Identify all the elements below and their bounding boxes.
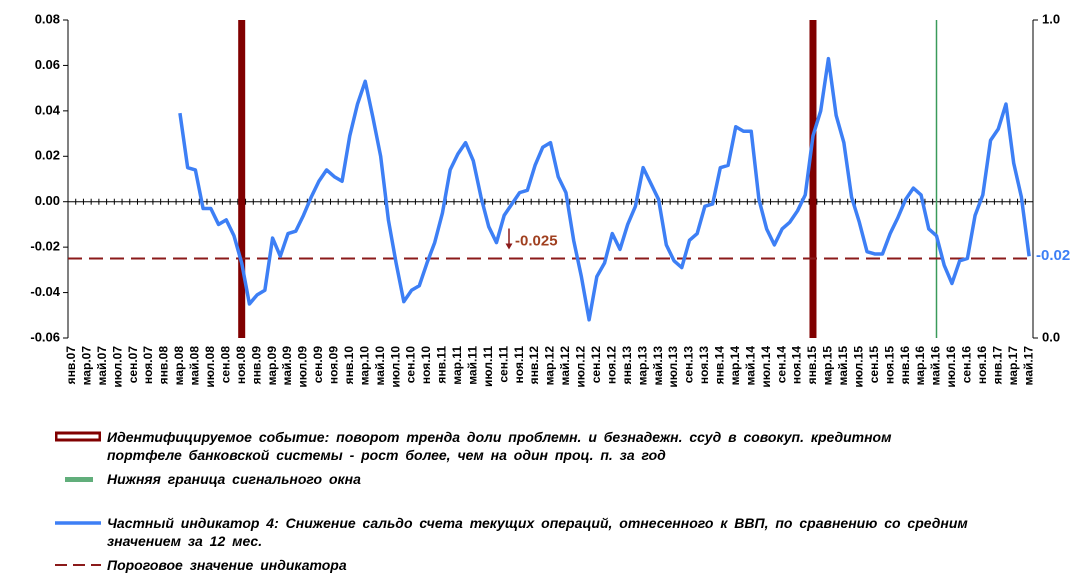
x-tick-label: сен.13	[682, 346, 696, 384]
legend-item: Нижняя граница сигнального окна	[55, 470, 361, 488]
x-tick-label: мар.12	[543, 346, 557, 386]
threshold-label: -0.025	[515, 232, 558, 249]
legend-swatch	[55, 564, 101, 566]
x-tick-label: мар.17	[1006, 346, 1020, 386]
swatch-shape	[55, 431, 101, 442]
x-tick-label: май.12	[558, 346, 572, 386]
x-tick-label: июл.10	[388, 346, 402, 388]
x-tick-label: ноя.11	[512, 346, 526, 384]
legend-label: Идентифицируемое событие: поворот тренда…	[107, 429, 892, 463]
x-tick-label: янв.16	[898, 346, 912, 385]
x-tick-label: июл.11	[481, 346, 495, 387]
x-tick-label: ноя.13	[697, 346, 711, 384]
event-bar	[238, 20, 246, 338]
legend-label: Нижняя граница сигнального окна	[107, 471, 361, 487]
x-tick-label: сен.07	[126, 346, 140, 384]
x-tick-label: июл.07	[110, 346, 124, 388]
x-tick-label: ноя.09	[327, 346, 341, 384]
legend-label: Пороговое значение индикатора	[107, 557, 347, 573]
arrow-head	[505, 243, 513, 250]
legend-swatch	[55, 521, 101, 525]
y-tick-label: -0.04	[30, 284, 60, 299]
x-tick-label: ноя.10	[419, 346, 433, 384]
x-tick-label: июл.12	[574, 346, 588, 388]
x-tick-label: мар.10	[357, 346, 371, 386]
y-tick-label: 0.00	[35, 193, 60, 208]
x-tick-label: май.13	[651, 346, 665, 386]
x-tick-label: мар.15	[821, 346, 835, 386]
x-tick-label: янв.12	[527, 346, 541, 385]
y-tick-label: 0.02	[35, 148, 60, 163]
legend-swatch	[65, 477, 93, 482]
y2-tick-label: 1.0	[1042, 11, 1060, 26]
x-tick-label: сен.15	[867, 346, 881, 384]
x-tick-label: июл.13	[666, 346, 680, 388]
chart: 0.08 0.06 0.04 0.02 0.00 -0.02 -0.04 -0.06 0.0 1.…	[30, 11, 1070, 388]
legend-item: Пороговое значение индикатора	[55, 556, 347, 574]
x-tick-label: сен.10	[404, 346, 418, 384]
x-tick-label: сен.14	[774, 346, 788, 384]
y-tick-label: 0.06	[35, 57, 60, 72]
y-tick-label: -0.06	[30, 329, 60, 344]
x-tick-label: июл.16	[944, 346, 958, 388]
legend-label: Частный индикатор 4: Снижение сальдо сче…	[107, 515, 968, 549]
x-tick-label: янв.10	[342, 346, 356, 385]
value-label: -0.02	[1036, 247, 1070, 264]
x-tick-label: янв.13	[620, 346, 634, 385]
legend-item: Идентифицируемое событие: поворот тренда…	[55, 428, 927, 464]
x-tick-label: сен.11	[496, 346, 510, 383]
x-tick-label: май.16	[929, 346, 943, 386]
x-tick-label: мар.08	[172, 346, 186, 386]
x-tick-label: июл.09	[296, 346, 310, 388]
x-tick-label: ноя.08	[234, 346, 248, 384]
x-tick-label: ноя.12	[604, 346, 618, 384]
x-tick-label: ноя.07	[141, 346, 155, 384]
x-tick-label: янв.17	[990, 346, 1004, 385]
x-tick-label: сен.16	[960, 346, 974, 384]
x-tick-label: мар.09	[265, 346, 279, 386]
x-tick-label: мар.14	[728, 346, 742, 386]
x-tick-label: май.08	[188, 346, 202, 386]
x-tick-label: июл.08	[203, 346, 217, 388]
x-tick-label: сен.09	[311, 346, 325, 384]
legend-swatch	[55, 431, 101, 442]
swatch-shape	[65, 477, 93, 482]
x-tick-label: май.09	[280, 346, 294, 386]
x-tick-label: май.10	[373, 346, 387, 386]
x-tick-label: ноя.16	[975, 346, 989, 384]
x-tick-label: сен.12	[589, 346, 603, 384]
x-tick-label: янв.09	[249, 346, 263, 385]
x-tick-label: май.07	[95, 346, 109, 386]
x-tick-label: янв.07	[64, 346, 78, 385]
x-tick-label: июл.14	[759, 346, 773, 388]
x-tick-label: янв.08	[157, 346, 171, 385]
y-tick-label: 0.04	[35, 102, 61, 117]
x-tick-label: ноя.15	[882, 346, 896, 384]
x-tick-label: май.17	[1021, 346, 1035, 386]
y2-tick-label: 0.0	[1042, 329, 1060, 344]
x-tick-label: мар.13	[635, 346, 649, 386]
indicator-line	[178, 56, 1031, 322]
x-tick-label: янв.14	[713, 346, 727, 385]
y-tick-label: -0.02	[30, 239, 60, 254]
x-tick-label: мар.11	[450, 346, 464, 385]
x-tick-label: ноя.14	[790, 346, 804, 384]
legend-item: Частный индикатор 4: Снижение сальдо сче…	[55, 514, 1027, 550]
x-tick-label: мар.07	[79, 346, 93, 386]
x-tick-label: мар.16	[913, 346, 927, 386]
x-tick-label: янв.11	[435, 346, 449, 384]
event-bar	[809, 20, 817, 338]
x-tick-label: янв.15	[805, 346, 819, 385]
x-tick-label: май.14	[743, 346, 757, 386]
x-tick-label: май.11	[465, 346, 479, 385]
x-tick-label: июл.15	[851, 346, 865, 388]
y-tick-label: 0.08	[35, 11, 60, 26]
x-tick-label: сен.08	[218, 346, 232, 384]
x-tick-label: май.15	[836, 346, 850, 386]
